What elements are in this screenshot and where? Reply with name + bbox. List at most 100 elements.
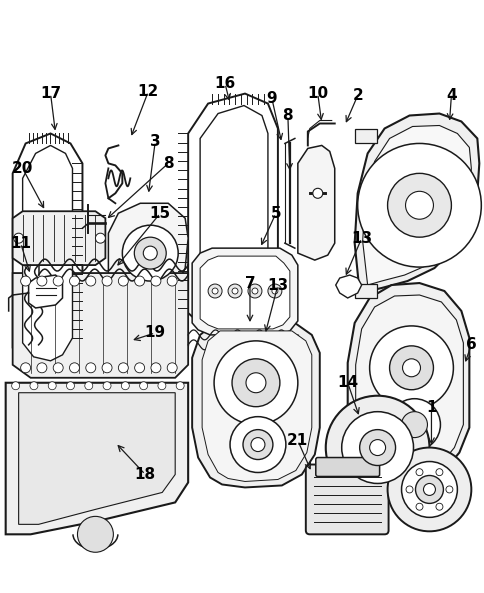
Circle shape [86,363,95,373]
Circle shape [415,468,422,476]
Circle shape [369,439,385,455]
Circle shape [139,382,147,390]
Polygon shape [200,106,267,329]
Bar [354,284,376,298]
Circle shape [213,341,297,425]
Circle shape [69,276,79,286]
Text: 18: 18 [135,467,155,482]
Circle shape [341,412,413,483]
Polygon shape [200,256,289,329]
Polygon shape [355,295,462,479]
Circle shape [118,363,128,373]
Circle shape [387,173,451,237]
Circle shape [12,382,19,390]
Text: 13: 13 [350,231,371,246]
Text: 20: 20 [12,161,33,176]
Circle shape [102,276,112,286]
Circle shape [242,429,272,460]
Circle shape [167,276,177,286]
Circle shape [21,276,30,286]
Circle shape [250,438,264,451]
Circle shape [272,288,277,294]
Text: 4: 4 [445,88,456,103]
Circle shape [229,417,285,473]
Text: 8: 8 [163,156,173,171]
Polygon shape [297,145,334,260]
Circle shape [118,276,128,286]
Circle shape [401,461,456,517]
Circle shape [415,476,442,503]
Circle shape [325,396,428,499]
Circle shape [231,359,279,407]
Circle shape [401,412,426,438]
Text: 5: 5 [270,206,281,221]
Text: 9: 9 [266,91,277,106]
Text: 3: 3 [150,134,160,149]
Circle shape [227,284,242,298]
Circle shape [245,373,265,393]
Circle shape [402,359,420,377]
Polygon shape [354,113,478,293]
Polygon shape [202,331,311,482]
FancyBboxPatch shape [305,464,388,534]
Circle shape [103,382,111,390]
Circle shape [389,346,433,390]
Circle shape [212,288,218,294]
Text: 15: 15 [150,206,170,221]
Polygon shape [188,94,277,339]
Circle shape [167,363,177,373]
Circle shape [445,486,452,493]
Circle shape [95,233,105,243]
Circle shape [143,246,157,260]
Circle shape [151,363,161,373]
Circle shape [369,326,453,410]
Circle shape [21,363,30,373]
Text: 11: 11 [10,235,31,251]
Circle shape [37,363,47,373]
Circle shape [85,382,92,390]
Polygon shape [347,283,469,486]
Polygon shape [362,126,470,285]
Polygon shape [13,211,105,265]
Polygon shape [192,248,297,335]
Text: 12: 12 [137,84,159,99]
Circle shape [135,363,144,373]
Circle shape [415,503,422,510]
Polygon shape [192,323,319,487]
Circle shape [151,276,161,286]
Polygon shape [6,382,188,534]
Polygon shape [108,203,188,313]
Polygon shape [13,133,82,373]
Circle shape [30,382,38,390]
Polygon shape [18,393,175,524]
Circle shape [388,398,439,451]
Circle shape [37,276,47,286]
Circle shape [252,288,257,294]
Bar [354,129,376,144]
Circle shape [208,284,222,298]
Circle shape [387,448,470,531]
Text: 17: 17 [40,86,61,101]
Text: 8: 8 [282,108,292,123]
Circle shape [122,225,178,281]
Circle shape [247,284,261,298]
Polygon shape [23,145,72,361]
Circle shape [69,363,79,373]
Circle shape [86,276,95,286]
Circle shape [423,483,435,495]
Circle shape [48,382,56,390]
Circle shape [121,382,129,390]
FancyBboxPatch shape [315,458,379,477]
Circle shape [359,429,395,466]
Circle shape [14,233,24,243]
Text: 6: 6 [465,337,476,352]
Text: 2: 2 [351,88,363,103]
Circle shape [102,363,112,373]
Text: 19: 19 [144,326,166,340]
Circle shape [77,517,113,552]
Circle shape [357,144,480,267]
Text: 14: 14 [336,375,358,390]
Circle shape [405,192,433,219]
Polygon shape [29,275,62,308]
Circle shape [53,363,63,373]
